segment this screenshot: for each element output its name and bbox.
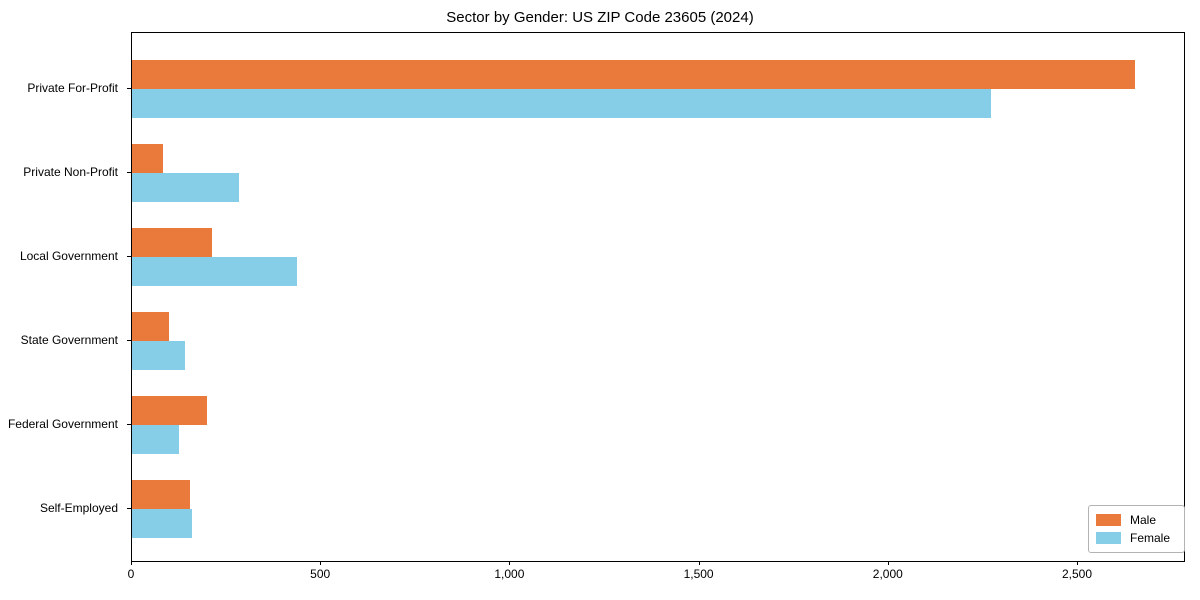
x-tick-label-1-000: 1,000 — [494, 567, 525, 581]
bar-female-self-employed — [132, 509, 192, 538]
x-tick-mark-500 — [320, 561, 322, 565]
y-tick-mark-local-government — [127, 256, 131, 257]
legend-swatch-female — [1096, 532, 1121, 544]
bar-female-federal-government — [132, 425, 179, 454]
bar-male-private-non-profit — [132, 144, 163, 173]
chart-title: Sector by Gender: US ZIP Code 23605 (202… — [446, 9, 754, 26]
bar-male-private-for-profit — [132, 60, 1135, 89]
x-tick-mark-2-500 — [1077, 561, 1078, 565]
bar-male-self-employed — [132, 480, 190, 509]
y-tick-label-self-employed: Self-Employed — [39, 501, 118, 515]
y-tick-mark-federal-government — [127, 424, 131, 425]
x-tick-label-2-500: 2,500 — [1061, 567, 1093, 581]
x-tick-label-500: 500 — [310, 567, 331, 581]
legend-label-female: Female — [1130, 531, 1171, 545]
plot-area — [131, 32, 1185, 562]
bar-female-private-for-profit — [132, 89, 991, 118]
legend-swatch-male — [1096, 514, 1121, 526]
legend-entry-female: Female — [1096, 529, 1176, 547]
legend-label-male: Male — [1130, 513, 1157, 527]
bar-female-local-government — [132, 257, 298, 286]
y-tick-mark-self-employed — [127, 508, 131, 509]
y-tick-label-federal-government: Federal Government — [7, 417, 118, 431]
y-tick-mark-private-for-profit — [127, 88, 131, 89]
x-tick-mark-2-000 — [887, 561, 889, 565]
x-tick-mark-0 — [131, 561, 132, 565]
x-tick-label-2-000: 2,000 — [872, 567, 903, 581]
bar-male-federal-government — [132, 396, 207, 425]
y-tick-label-private-non-profit: Private Non-Profit — [23, 165, 118, 179]
x-tick-label-1-500: 1,500 — [683, 567, 714, 581]
y-tick-label-local-government: Local Government — [19, 249, 118, 263]
y-tick-label-private-for-profit: Private For-Profit — [27, 81, 118, 95]
x-tick-mark-1-500 — [698, 561, 700, 565]
legend: Male Female — [1088, 505, 1185, 553]
x-tick-mark-1-000 — [509, 561, 511, 565]
y-tick-mark-state-government — [127, 340, 131, 341]
bar-female-private-non-profit — [132, 173, 239, 202]
bar-female-state-government — [132, 341, 185, 370]
bar-male-state-government — [132, 312, 169, 341]
legend-entry-male: Male — [1096, 511, 1176, 529]
bar-male-local-government — [132, 228, 212, 257]
y-tick-mark-private-non-profit — [127, 172, 131, 173]
x-tick-label-0: 0 — [127, 567, 135, 581]
y-tick-label-state-government: State Government — [20, 333, 118, 347]
